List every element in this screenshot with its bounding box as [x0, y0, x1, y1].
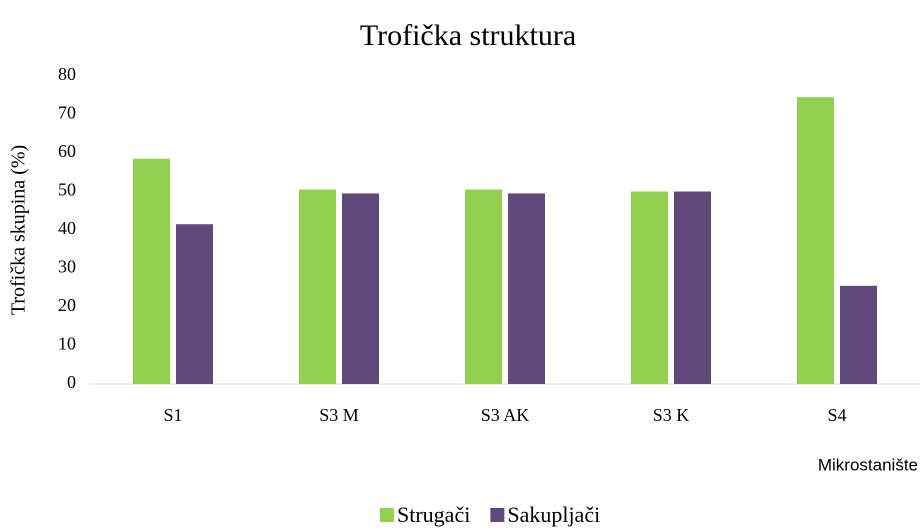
bar — [674, 191, 711, 384]
x-axis-label: Mikrostanište — [818, 455, 918, 474]
legend-label: Strugači — [397, 502, 470, 527]
bar — [133, 158, 170, 384]
y-tick-label: 0 — [67, 372, 76, 392]
y-tick-label: 10 — [58, 334, 76, 354]
y-tick-label: 60 — [58, 141, 76, 161]
bar — [299, 189, 336, 384]
x-tick-label: S3 K — [653, 405, 690, 425]
y-tick-label: 80 — [58, 64, 76, 84]
bar — [840, 285, 877, 384]
bar — [176, 224, 213, 384]
x-tick-label: S3 M — [319, 405, 359, 425]
legend-swatch — [380, 508, 394, 522]
bar — [631, 191, 668, 384]
bar — [342, 193, 379, 384]
y-tick-label: 20 — [58, 295, 76, 315]
x-tick-label: S3 AK — [481, 405, 530, 425]
y-axis-label: Trofička skupina (%) — [8, 145, 30, 315]
bar — [465, 189, 502, 384]
x-tick-label: S4 — [827, 405, 846, 425]
legend-label: Sakupljači — [507, 502, 600, 527]
chart-title: Trofička struktura — [360, 19, 576, 52]
y-tick-label: 30 — [58, 257, 76, 277]
y-tick-label: 70 — [58, 103, 76, 123]
legend-swatch — [490, 508, 505, 522]
y-tick-label: 40 — [58, 218, 76, 238]
bar — [797, 97, 834, 385]
bar — [508, 193, 545, 384]
x-tick-label: S1 — [163, 405, 182, 425]
y-tick-label: 50 — [58, 180, 76, 200]
